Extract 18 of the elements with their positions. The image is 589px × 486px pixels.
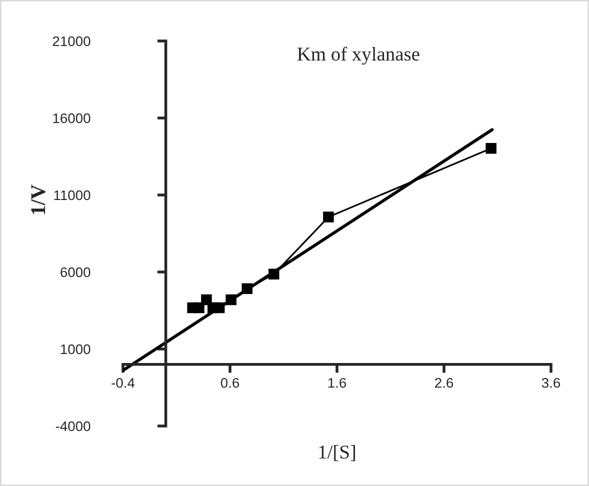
- y-tick-label: 21000: [52, 36, 90, 46]
- x-axis-title: 1/[S]: [319, 445, 355, 462]
- point: [323, 212, 334, 222]
- x-tick-label: 0.6: [220, 378, 240, 388]
- point: [194, 302, 204, 314]
- x-tick-label: 3.6: [542, 378, 560, 388]
- y-tick-label: 11000: [54, 190, 90, 200]
- x-tick-label: 2.6: [435, 378, 454, 388]
- x-tick-label: -0.4: [112, 378, 135, 388]
- y-tick-label: 1000: [60, 344, 90, 354]
- y-tick-label: -4000: [56, 421, 90, 432]
- point: [201, 294, 212, 306]
- y-tick-label: 6000: [60, 267, 90, 278]
- y-tick-label: 16000: [53, 113, 90, 124]
- point: [486, 142, 496, 154]
- x-tick-label: 1.6: [328, 378, 346, 388]
- y-axis-title: 1/V: [31, 184, 46, 214]
- chart-title: Km of xylanase: [297, 46, 420, 65]
